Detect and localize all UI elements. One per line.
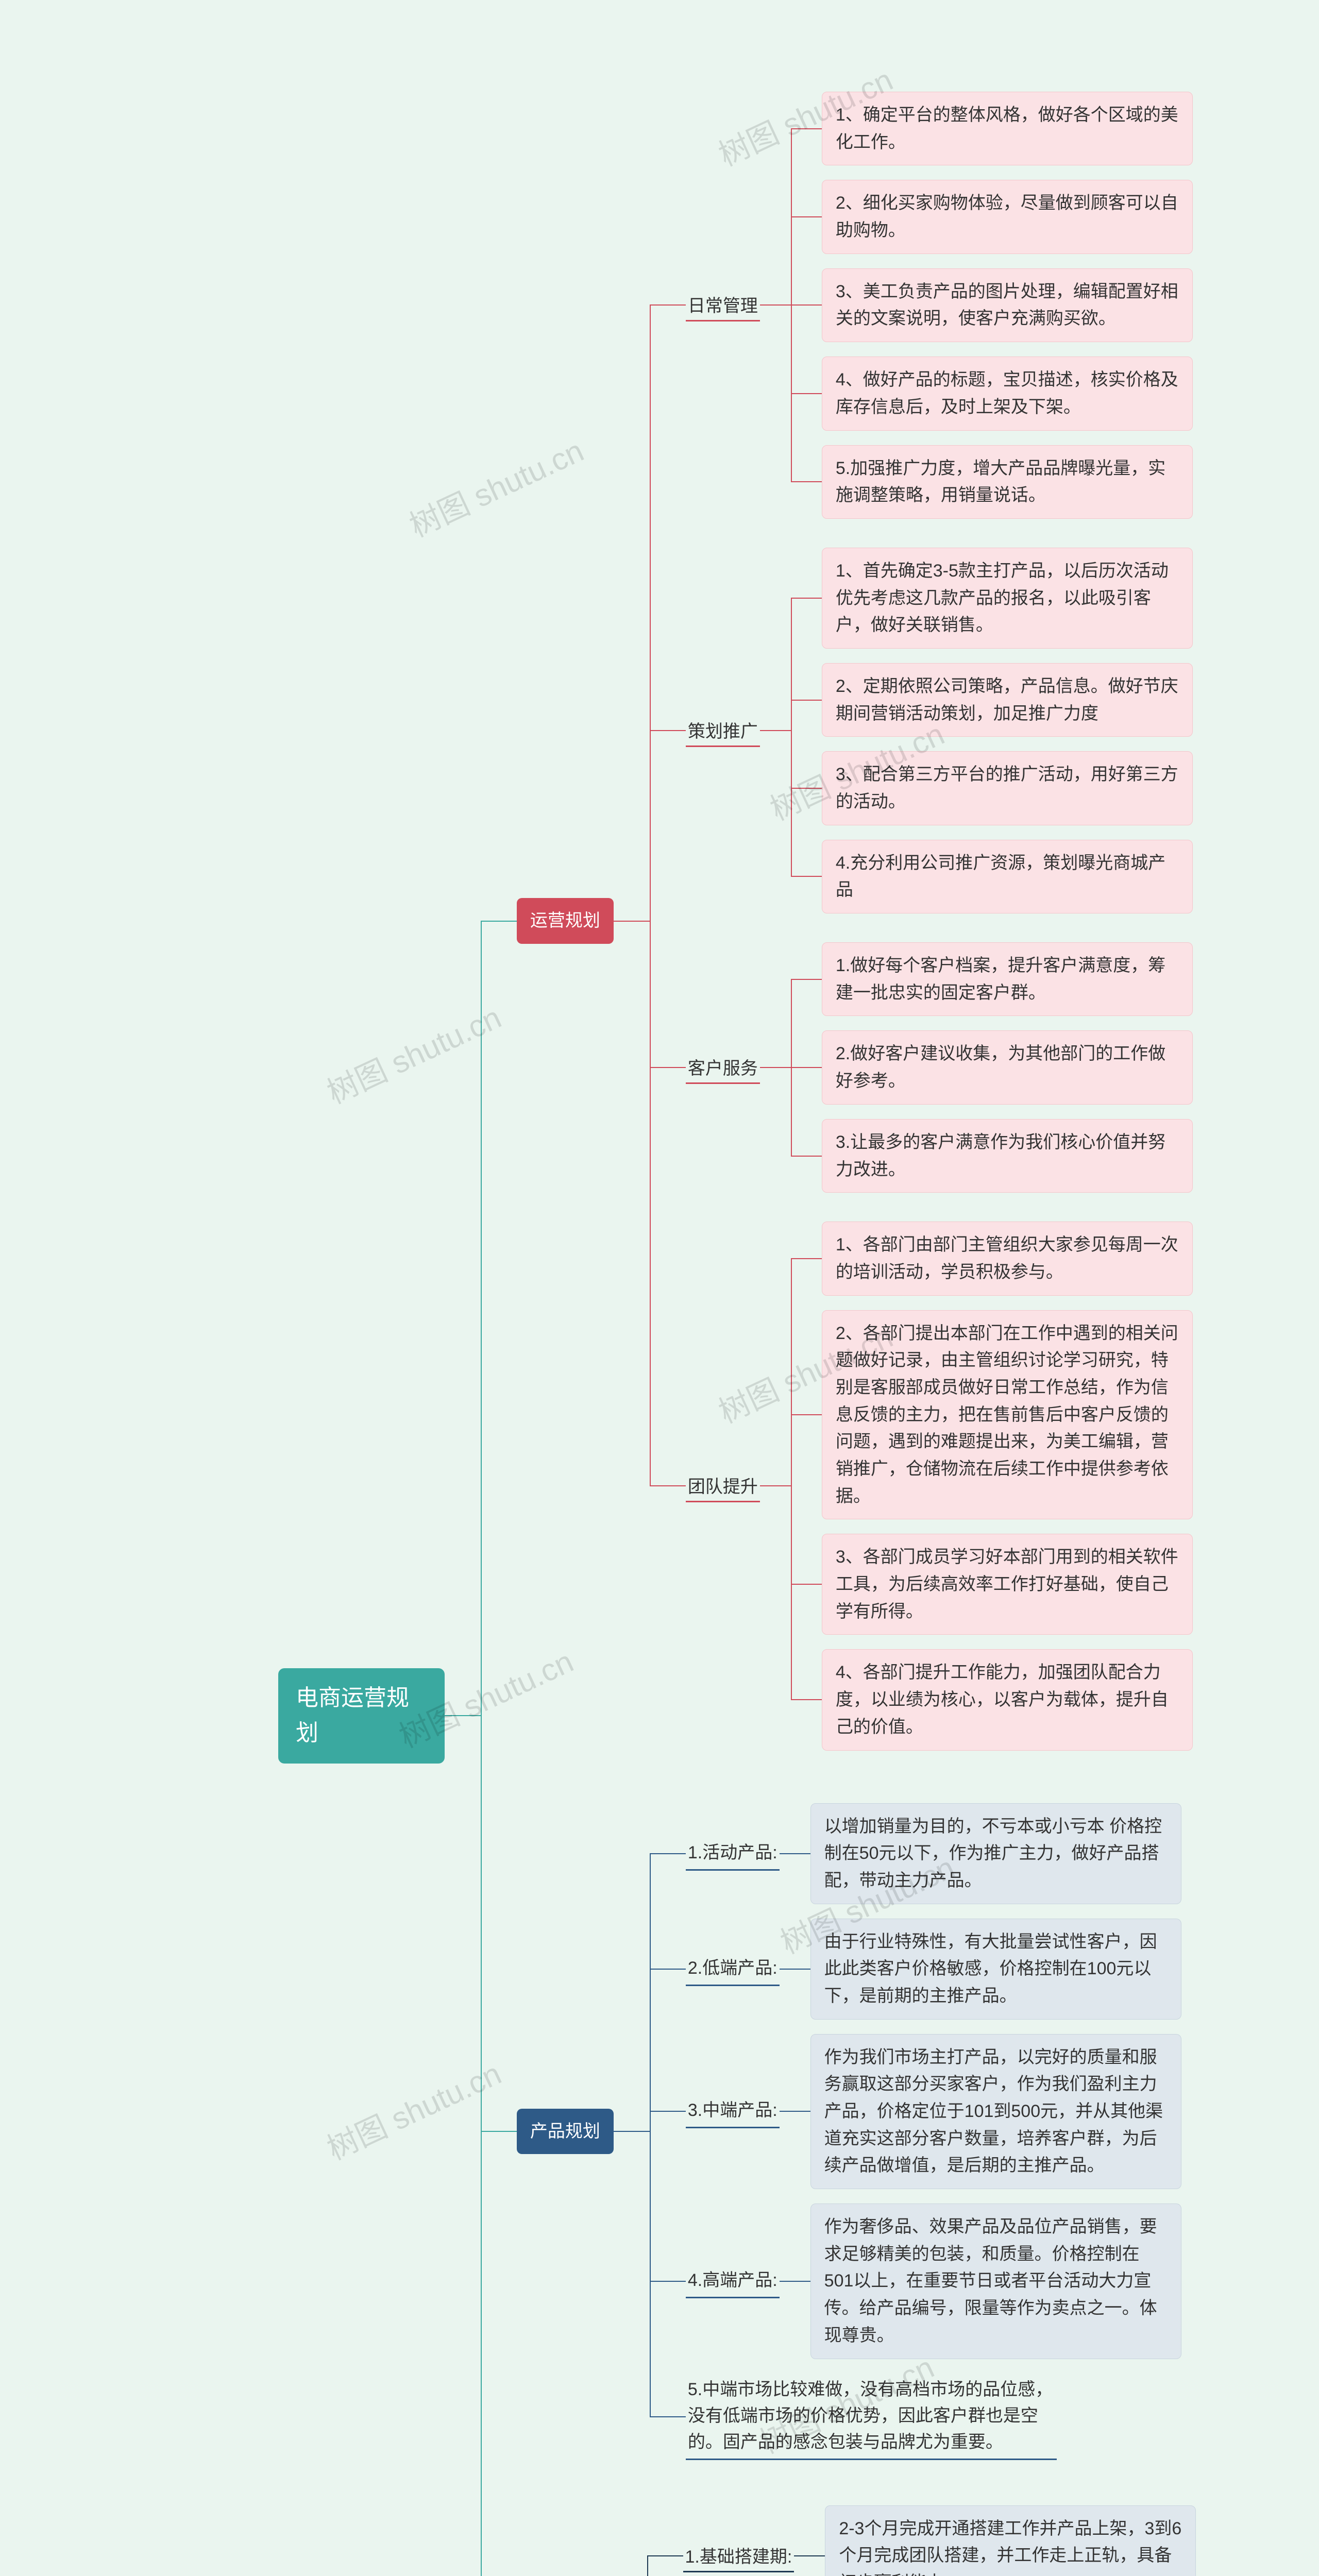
leaf-node[interactable]: 由于行业特殊性，有大批量尝试性客户，因此此类客户价格敏感，价格控制在100元以下… bbox=[810, 1919, 1181, 2020]
leaf-node[interactable]: 作为奢侈品、效果产品及品位产品销售，要求足够精美的包装，和质量。价格控制在501… bbox=[810, 2204, 1181, 2359]
leaf-node[interactable]: 以增加销量为目的，不亏本或小亏本 价格控制在50元以下，作为推广主力，做好产品搭… bbox=[810, 1803, 1181, 1904]
item-label[interactable]: 5.中端市场比较难做，没有高档市场的品位感，没有低端市场的价格优势，因此客户群也… bbox=[686, 2374, 1057, 2460]
leaf-node[interactable]: 2.做好客户建议收集，为其他部门的工作做好参考。 bbox=[822, 1030, 1193, 1104]
leaf-node[interactable]: 2、细化买家购物体验，尽量做到顾客可以自助购物。 bbox=[822, 180, 1193, 253]
leaf-node[interactable]: 5.加强推广力度，增大产品品牌曝光量，实施调整策略，用销量说话。 bbox=[822, 445, 1193, 519]
leaf-node[interactable]: 3、美工负责产品的图片处理，编辑配置好相关的文案说明，使客户充满购买欲。 bbox=[822, 268, 1193, 342]
leaf-node[interactable]: 3、各部门成员学习好本部门用到的相关软件工具，为后续高效率工作打好基础，使自己学… bbox=[822, 1534, 1193, 1635]
leaf-node[interactable]: 2、定期依照公司策略，产品信息。做好节庆期间营销活动策划，加足推广力度 bbox=[822, 663, 1193, 737]
branch-node-ops[interactable]: 运营规划 bbox=[517, 898, 614, 944]
item-label[interactable]: 2.低端产品: bbox=[686, 1952, 780, 1986]
leaf-node[interactable]: 3.让最多的客户满意作为我们核心价值并努力改进。 bbox=[822, 1119, 1193, 1193]
root-node[interactable]: 电商运营规划 bbox=[278, 1668, 445, 1763]
group-label[interactable]: 团队提升 bbox=[686, 1469, 760, 1502]
group-label[interactable]: 日常管理 bbox=[686, 289, 760, 321]
leaf-node[interactable]: 3、配合第三方平台的推广活动，用好第三方的活动。 bbox=[822, 751, 1193, 825]
leaf-node[interactable]: 4、做好产品的标题，宝贝描述，核实价格及库存信息后，及时上架及下架。 bbox=[822, 357, 1193, 430]
leaf-node[interactable]: 4.充分利用公司推广资源，策划曝光商城产品 bbox=[822, 840, 1193, 913]
leaf-node[interactable]: 2、各部门提出本部门在工作中遇到的相关问题做好记录，由主管组织讨论学习研究，特别… bbox=[822, 1310, 1193, 1520]
item-label[interactable]: 1.基础搭建期: bbox=[683, 2539, 794, 2572]
leaf-node[interactable]: 1、首先确定3-5款主打产品，以后历次活动优先考虑这几款产品的报名，以此吸引客户… bbox=[822, 548, 1193, 649]
leaf-node[interactable]: 1.做好每个客户档案，提升客户满意度，筹建一批忠实的固定客户群。 bbox=[822, 942, 1193, 1016]
leaf-node[interactable]: 作为我们市场主打产品，以完好的质量和服务赢取这部分买家客户，作为我们盈利主力产品… bbox=[810, 2034, 1181, 2189]
leaf-node[interactable]: 4、各部门提升工作能力，加强团队配合力度，以业绩为核心，以客户为载体，提升自己的… bbox=[822, 1649, 1193, 1750]
item-label[interactable]: 1.活动产品: bbox=[686, 1837, 780, 1871]
item-label[interactable]: 4.高端产品: bbox=[686, 2264, 780, 2298]
leaf-node[interactable]: 2-3个月完成开通搭建工作并产品上架，3到6个月完成团队搭建，并工作走上正轨，具… bbox=[825, 2505, 1196, 2576]
leaf-node[interactable]: 1、确定平台的整体风格，做好各个区域的美化工作。 bbox=[822, 92, 1193, 165]
item-label[interactable]: 3.中端产品: bbox=[686, 2094, 780, 2128]
leaf-node[interactable]: 1、各部门由部门主管组织大家参见每周一次的培训活动，学员积极参与。 bbox=[822, 1222, 1193, 1295]
group-label[interactable]: 策划推广 bbox=[686, 714, 760, 747]
branch-node-prod[interactable]: 产品规划 bbox=[517, 2109, 614, 2155]
group-label[interactable]: 客户服务 bbox=[686, 1051, 760, 1084]
